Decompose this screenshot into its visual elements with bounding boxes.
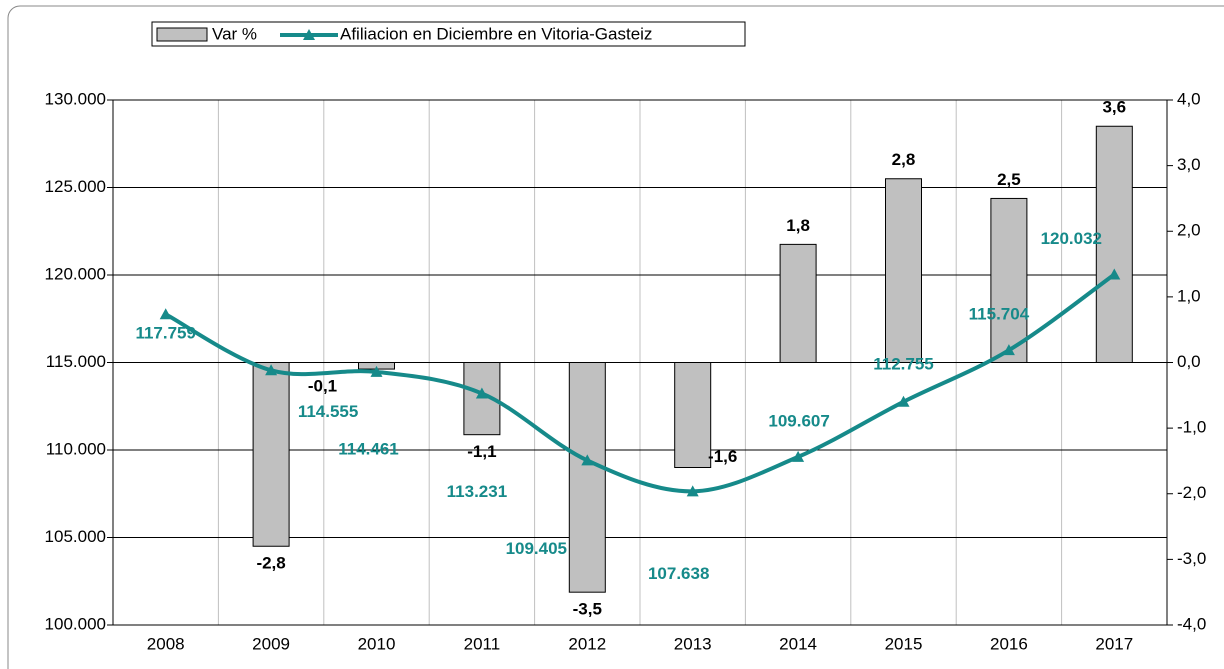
line-value-label: 113.231 <box>447 482 508 501</box>
y-tick-label: 130.000 <box>45 89 106 108</box>
x-tick-label: 2015 <box>885 634 923 653</box>
y2-tick-label: -3,0 <box>1177 549 1206 568</box>
y-tick-label: 125.000 <box>45 177 106 196</box>
bar <box>674 362 712 468</box>
bar <box>1095 125 1133 363</box>
x-tick-label: 2013 <box>674 634 712 653</box>
line <box>164 272 1116 494</box>
bar <box>568 362 606 593</box>
legend-label: Afiliacion en Diciembre en Vitoria-Gaste… <box>340 24 652 43</box>
y-tick-label: 100.000 <box>45 614 106 633</box>
x-tick-label: 2009 <box>252 634 290 653</box>
y-tick-label: 110.000 <box>46 439 106 458</box>
line-marker <box>686 485 699 497</box>
line-marker <box>581 454 594 466</box>
bar <box>779 243 817 363</box>
x-tick-label: 2017 <box>1095 634 1133 653</box>
bar-value-label: -3,5 <box>573 600 602 619</box>
line-value-label: 112.755 <box>873 354 934 373</box>
line-value-label: 117.759 <box>135 324 196 343</box>
line-marker <box>265 364 278 376</box>
line-marker <box>897 395 910 407</box>
line-marker <box>792 450 805 462</box>
bar-value-label: -1,1 <box>467 442 496 461</box>
line-marker <box>159 308 172 320</box>
line-marker <box>1002 344 1015 356</box>
legend-label: Var % <box>212 24 257 43</box>
line-value-label: 114.461 <box>338 439 399 458</box>
x-tick-label: 2010 <box>358 634 396 653</box>
legend <box>151 21 746 47</box>
y-tick-label: 115.000 <box>46 352 106 371</box>
y2-tick-label: 4,0 <box>1177 89 1201 108</box>
y2-tick-label: -2,0 <box>1177 483 1206 502</box>
y-tick-label: 105.000 <box>45 527 106 546</box>
y2-tick-label: 1,0 <box>1177 286 1201 305</box>
x-tick-label: 2011 <box>464 634 501 653</box>
line-value-label: 109.405 <box>506 539 567 558</box>
y2-tick-label: -4,0 <box>1177 614 1206 633</box>
line-value-label: 120.032 <box>1041 229 1102 248</box>
bar-value-label: -2,8 <box>256 554 285 573</box>
y2-tick-label: 2,0 <box>1177 221 1201 240</box>
line-value-label: 115.704 <box>969 305 1030 324</box>
x-tick-label: 2008 <box>147 634 185 653</box>
y-tick-label: 120.000 <box>45 264 106 283</box>
line-value-label: 114.555 <box>298 402 359 421</box>
bar-value-label: 2,5 <box>997 170 1021 189</box>
x-tick-label: 2016 <box>990 634 1028 653</box>
bar <box>990 197 1028 363</box>
bar-value-label: 3,6 <box>1102 98 1126 117</box>
legend-marker <box>303 29 315 40</box>
y2-tick-label: 0,0 <box>1177 352 1201 371</box>
line-marker <box>475 387 488 399</box>
x-tick-label: 2012 <box>568 634 606 653</box>
x-tick-label: 2014 <box>779 634 817 653</box>
y2-tick-label: 3,0 <box>1177 155 1201 174</box>
bar-value-label: 2,8 <box>892 150 916 169</box>
line-marker <box>370 365 383 377</box>
line-value-label: 109.607 <box>768 411 829 430</box>
line-value-label: 107.638 <box>648 564 709 583</box>
legend-swatch <box>156 27 208 42</box>
bar <box>885 178 922 363</box>
bar-value-label: -0,1 <box>308 377 337 396</box>
line-marker <box>1108 268 1121 280</box>
y2-tick-label: -1,0 <box>1177 418 1206 437</box>
bar <box>252 362 290 547</box>
bar-value-label: 1,8 <box>786 216 810 235</box>
bar-value-label: -1,6 <box>708 447 737 466</box>
